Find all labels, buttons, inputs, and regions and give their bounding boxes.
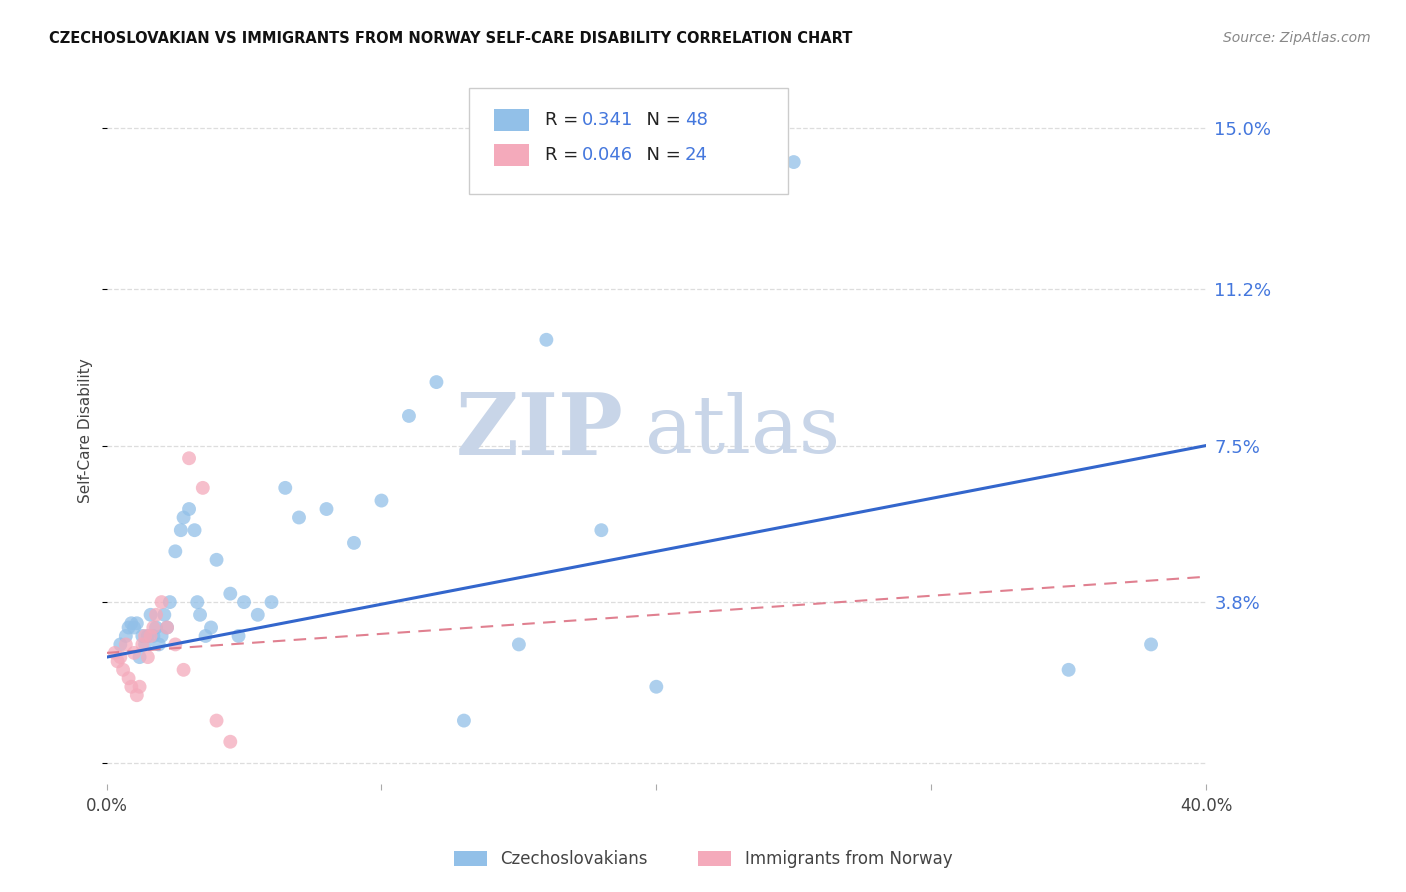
Point	[122, 620, 145, 634]
Point	[645, 680, 668, 694]
Legend: Czechoslovakians, Immigrants from Norway: Czechoslovakians, Immigrants from Norway	[447, 844, 959, 875]
Point	[343, 536, 366, 550]
Point	[188, 607, 211, 622]
Y-axis label: Self-Care Disability: Self-Care Disability	[79, 359, 93, 503]
Point	[173, 663, 195, 677]
Point	[425, 375, 447, 389]
Point	[398, 409, 420, 423]
Point	[145, 620, 167, 634]
Point	[136, 629, 159, 643]
Point	[120, 616, 142, 631]
Point	[134, 637, 156, 651]
Text: ZIP: ZIP	[456, 389, 623, 473]
Point	[200, 620, 222, 634]
Point	[370, 493, 392, 508]
Point	[125, 688, 148, 702]
Point	[125, 616, 148, 631]
Point	[139, 629, 162, 643]
Point	[128, 650, 150, 665]
Point	[194, 629, 217, 643]
Point	[122, 646, 145, 660]
Point	[453, 714, 475, 728]
Point	[274, 481, 297, 495]
Text: 24: 24	[685, 146, 707, 164]
Point	[315, 502, 337, 516]
Point	[591, 523, 613, 537]
Point	[165, 637, 187, 651]
FancyBboxPatch shape	[494, 144, 529, 167]
Point	[139, 607, 162, 622]
Text: R =: R =	[546, 111, 585, 128]
Point	[115, 637, 138, 651]
Point	[156, 620, 179, 634]
Point	[120, 680, 142, 694]
Point	[117, 620, 139, 634]
Point	[156, 620, 179, 634]
Point	[142, 620, 165, 634]
Point	[145, 607, 167, 622]
Point	[165, 544, 187, 558]
Text: R =: R =	[546, 146, 585, 164]
Point	[205, 553, 228, 567]
Text: atlas: atlas	[645, 392, 841, 470]
Text: CZECHOSLOVAKIAN VS IMMIGRANTS FROM NORWAY SELF-CARE DISABILITY CORRELATION CHART: CZECHOSLOVAKIAN VS IMMIGRANTS FROM NORWA…	[49, 31, 852, 46]
Point	[159, 595, 181, 609]
Point	[183, 523, 205, 537]
Point	[134, 629, 156, 643]
Point	[110, 637, 132, 651]
Point	[128, 680, 150, 694]
Text: N =: N =	[636, 111, 688, 128]
Point	[1057, 663, 1080, 677]
Point	[117, 671, 139, 685]
Point	[112, 663, 135, 677]
Text: 0.046: 0.046	[582, 146, 633, 164]
Point	[219, 735, 242, 749]
Text: N =: N =	[636, 146, 688, 164]
Point	[219, 587, 242, 601]
Text: 48: 48	[685, 111, 707, 128]
Point	[153, 607, 176, 622]
Point	[783, 155, 806, 169]
Point	[177, 451, 200, 466]
Text: 0.341: 0.341	[582, 111, 633, 128]
Point	[186, 595, 208, 609]
Point	[150, 629, 173, 643]
Point	[150, 595, 173, 609]
Point	[136, 650, 159, 665]
FancyBboxPatch shape	[470, 88, 789, 194]
Point	[110, 650, 132, 665]
Point	[260, 595, 283, 609]
Point	[107, 654, 129, 668]
Point	[1140, 637, 1163, 651]
Point	[104, 646, 127, 660]
Point	[205, 714, 228, 728]
Point	[508, 637, 530, 651]
Point	[170, 523, 193, 537]
Point	[233, 595, 256, 609]
Point	[536, 333, 558, 347]
Text: Source: ZipAtlas.com: Source: ZipAtlas.com	[1223, 31, 1371, 45]
Point	[131, 637, 153, 651]
Point	[131, 629, 153, 643]
FancyBboxPatch shape	[494, 109, 529, 131]
Point	[148, 637, 170, 651]
Point	[177, 502, 200, 516]
Point	[191, 481, 214, 495]
Point	[115, 629, 138, 643]
Point	[142, 629, 165, 643]
Point	[228, 629, 250, 643]
Point	[246, 607, 269, 622]
Point	[288, 510, 311, 524]
Point	[173, 510, 195, 524]
